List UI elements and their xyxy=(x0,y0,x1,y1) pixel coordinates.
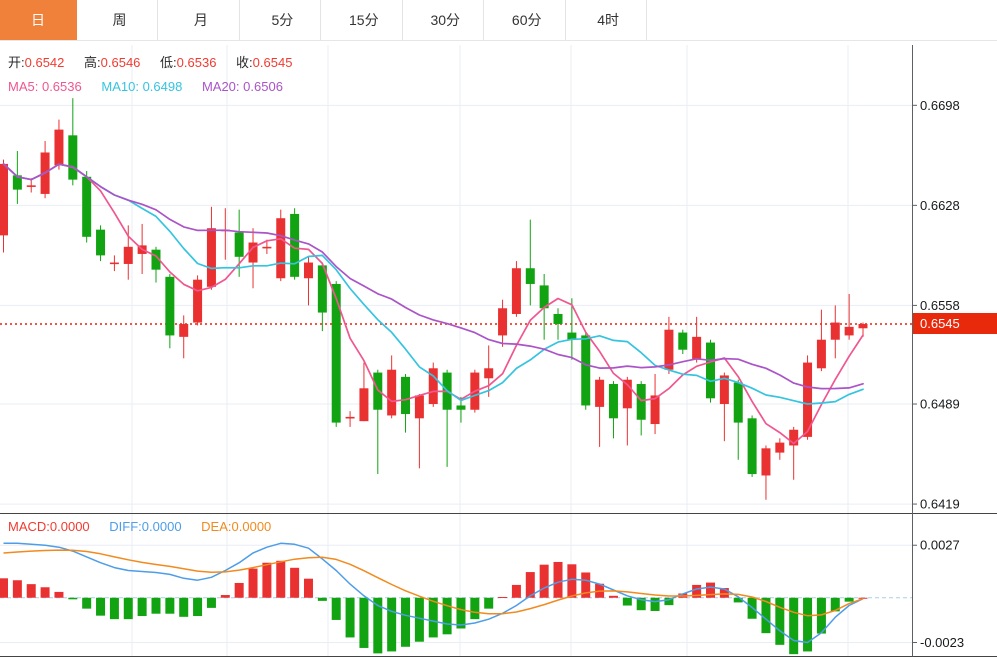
candlestick-chart[interactable]: 0.6698 0.6628 0.6558 0.6489 0.6419 0.0027 -0.0… xyxy=(0,40,997,659)
dea-value: 0.0000 xyxy=(231,519,272,534)
diff-value: 0.0000 xyxy=(141,519,182,534)
timeframe-tabbar: 日 周 月 5分 15分 30分 60分 4时 xyxy=(0,0,997,41)
ohlc-readout: 开:0.6542 高:0.6546 低:0.6536 收:0.6545 xyxy=(8,52,308,71)
open-label: 开: xyxy=(8,55,25,70)
tab-60min[interactable]: 60分 xyxy=(488,0,566,40)
high-label: 高: xyxy=(84,55,101,70)
low-label: 低: xyxy=(160,55,177,70)
ma20-value: 0.6506 xyxy=(243,79,283,94)
macd-label: MACD: xyxy=(8,519,50,534)
close-label: 收: xyxy=(236,55,253,70)
diff-label: DIFF: xyxy=(109,519,142,534)
svg-text:-0.0023: -0.0023 xyxy=(920,635,964,650)
high-value: 0.6546 xyxy=(100,55,141,70)
last-price-badge: 0.6545 xyxy=(913,313,997,334)
ma5-value: 0.6536 xyxy=(41,79,82,94)
low-value: 0.6536 xyxy=(176,55,217,70)
dea-label: DEA: xyxy=(201,519,232,534)
svg-text:0.0027: 0.0027 xyxy=(920,538,960,553)
ma5-label: MA5: xyxy=(8,79,39,94)
tab-week[interactable]: 周 xyxy=(81,0,159,40)
macd-readout: MACD:0.0000 DIFF:0.0000 DEA:0.0000 xyxy=(8,519,287,534)
macd-value: 0.0000 xyxy=(49,519,90,534)
ma-readout: MA5: 0.6536 MA10: 0.6498 MA20: 0.6506 xyxy=(8,79,299,94)
ma10-label: MA10: xyxy=(101,79,139,94)
svg-text:0.6489: 0.6489 xyxy=(920,397,960,412)
svg-text:0.6628: 0.6628 xyxy=(920,198,960,213)
svg-text:0.6698: 0.6698 xyxy=(920,98,960,113)
tab-30min[interactable]: 30分 xyxy=(407,0,485,40)
tab-5min[interactable]: 5分 xyxy=(244,0,322,40)
ma20-label: MA20: xyxy=(201,79,240,94)
ma10-value: 0.6498 xyxy=(142,79,183,94)
tab-4hour[interactable]: 4时 xyxy=(570,0,648,40)
tab-15min[interactable]: 15分 xyxy=(325,0,403,40)
close-value: 0.6545 xyxy=(252,55,293,70)
svg-text:0.6419: 0.6419 xyxy=(920,497,960,512)
tab-month[interactable]: 月 xyxy=(162,0,240,40)
svg-text:0.6558: 0.6558 xyxy=(920,298,960,313)
open-value: 0.6542 xyxy=(24,55,65,70)
tab-day[interactable]: 日 xyxy=(0,0,77,40)
